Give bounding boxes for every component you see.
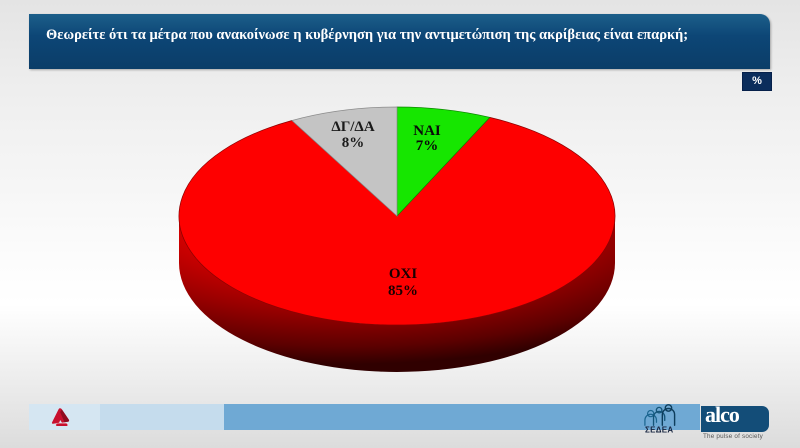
svg-text:7%: 7% xyxy=(416,138,439,154)
svg-text:ΣΕΔΕΑ: ΣΕΔΕΑ xyxy=(645,425,673,434)
svg-text:OXI: OXI xyxy=(389,266,418,282)
svg-text:85%: 85% xyxy=(388,283,418,299)
svg-text:NAI: NAI xyxy=(413,123,441,139)
svg-text:8%: 8% xyxy=(342,135,365,151)
svg-text:ΔΓ/ΔΑ: ΔΓ/ΔΑ xyxy=(331,119,375,135)
